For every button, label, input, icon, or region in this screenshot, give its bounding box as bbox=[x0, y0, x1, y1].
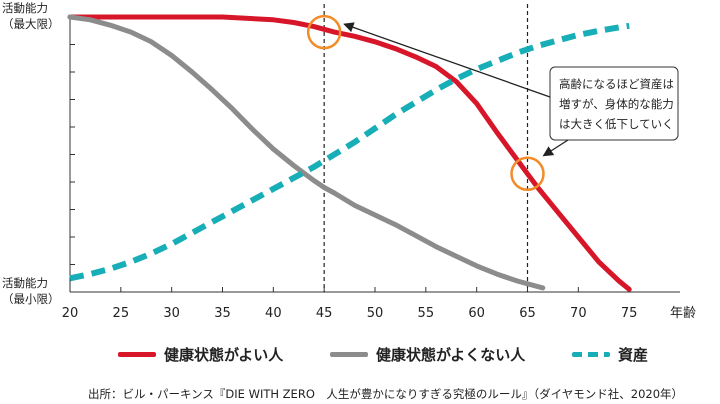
x-tick-label: 75 bbox=[621, 306, 638, 321]
legend-item-assets: 資産 bbox=[572, 340, 648, 368]
legend-swatch-healthy bbox=[118, 351, 156, 357]
series-line-0 bbox=[67, 14, 632, 292]
legend-swatch-unhealthy bbox=[330, 351, 368, 357]
plot-area bbox=[67, 4, 632, 292]
y-min-label: 活動能力 bbox=[2, 276, 48, 290]
legend-item-unhealthy: 健康状態がよくない人 bbox=[330, 340, 525, 368]
y-max-label: （最大限） bbox=[2, 17, 60, 31]
legend: 健康状態がよい人 健康状態がよくない人 資産 bbox=[0, 340, 720, 368]
highlight-circle bbox=[306, 14, 342, 50]
x-tick-label: 20 bbox=[62, 306, 79, 321]
highlight-circle bbox=[510, 156, 545, 191]
series-line-1 bbox=[67, 14, 546, 291]
x-tick-label: 50 bbox=[367, 306, 384, 321]
legend-label-assets: 資産 bbox=[618, 345, 649, 364]
legend-label-healthy: 健康状態がよい人 bbox=[164, 345, 284, 364]
annotation-arrow bbox=[343, 22, 551, 98]
annotation-text: 増すが、身体的な能力 bbox=[559, 97, 674, 111]
legend-item-healthy: 健康状態がよい人 bbox=[118, 340, 283, 368]
x-unit-label: 年齢 bbox=[670, 306, 696, 321]
legend-label-unhealthy: 健康状態がよくない人 bbox=[376, 345, 526, 364]
x-tick-label: 25 bbox=[113, 306, 130, 321]
x-tick-label: 30 bbox=[163, 306, 180, 321]
y-max-label: 活動能力 bbox=[2, 1, 48, 15]
series-line-2 bbox=[69, 22, 630, 282]
x-tick-label: 35 bbox=[214, 306, 231, 321]
annotation-text: は大きく低下していく bbox=[559, 117, 674, 131]
chart-svg: 20 25 30 35 40 45 50 55 60 65 70 75 年齢 活動能力 （最大限） 活動能力 （… bbox=[2, 1, 696, 321]
x-tick-label: 70 bbox=[570, 306, 587, 321]
y-min-label: （最小限） bbox=[2, 292, 60, 306]
labels: 20 25 30 35 40 45 50 55 60 65 70 75 年齢 活動能力 （最大限） 活動能力 （… bbox=[2, 1, 696, 321]
annotation-arrow bbox=[542, 139, 569, 157]
x-tick-label: 65 bbox=[519, 306, 536, 321]
annotation-box bbox=[549, 66, 679, 141]
x-tick-label: 55 bbox=[418, 306, 435, 321]
x-tick-label: 40 bbox=[265, 306, 282, 321]
x-tick-label: 45 bbox=[316, 306, 333, 321]
source-note: 出所：ビル・パーキンス『DIE WITH ZERO 人生が豊かになりすぎる究極の… bbox=[88, 387, 684, 401]
x-tick-label: 60 bbox=[468, 306, 485, 321]
annotation-text: 高齢になるほど資産は bbox=[559, 77, 674, 91]
legend-swatch-assets bbox=[572, 351, 610, 357]
